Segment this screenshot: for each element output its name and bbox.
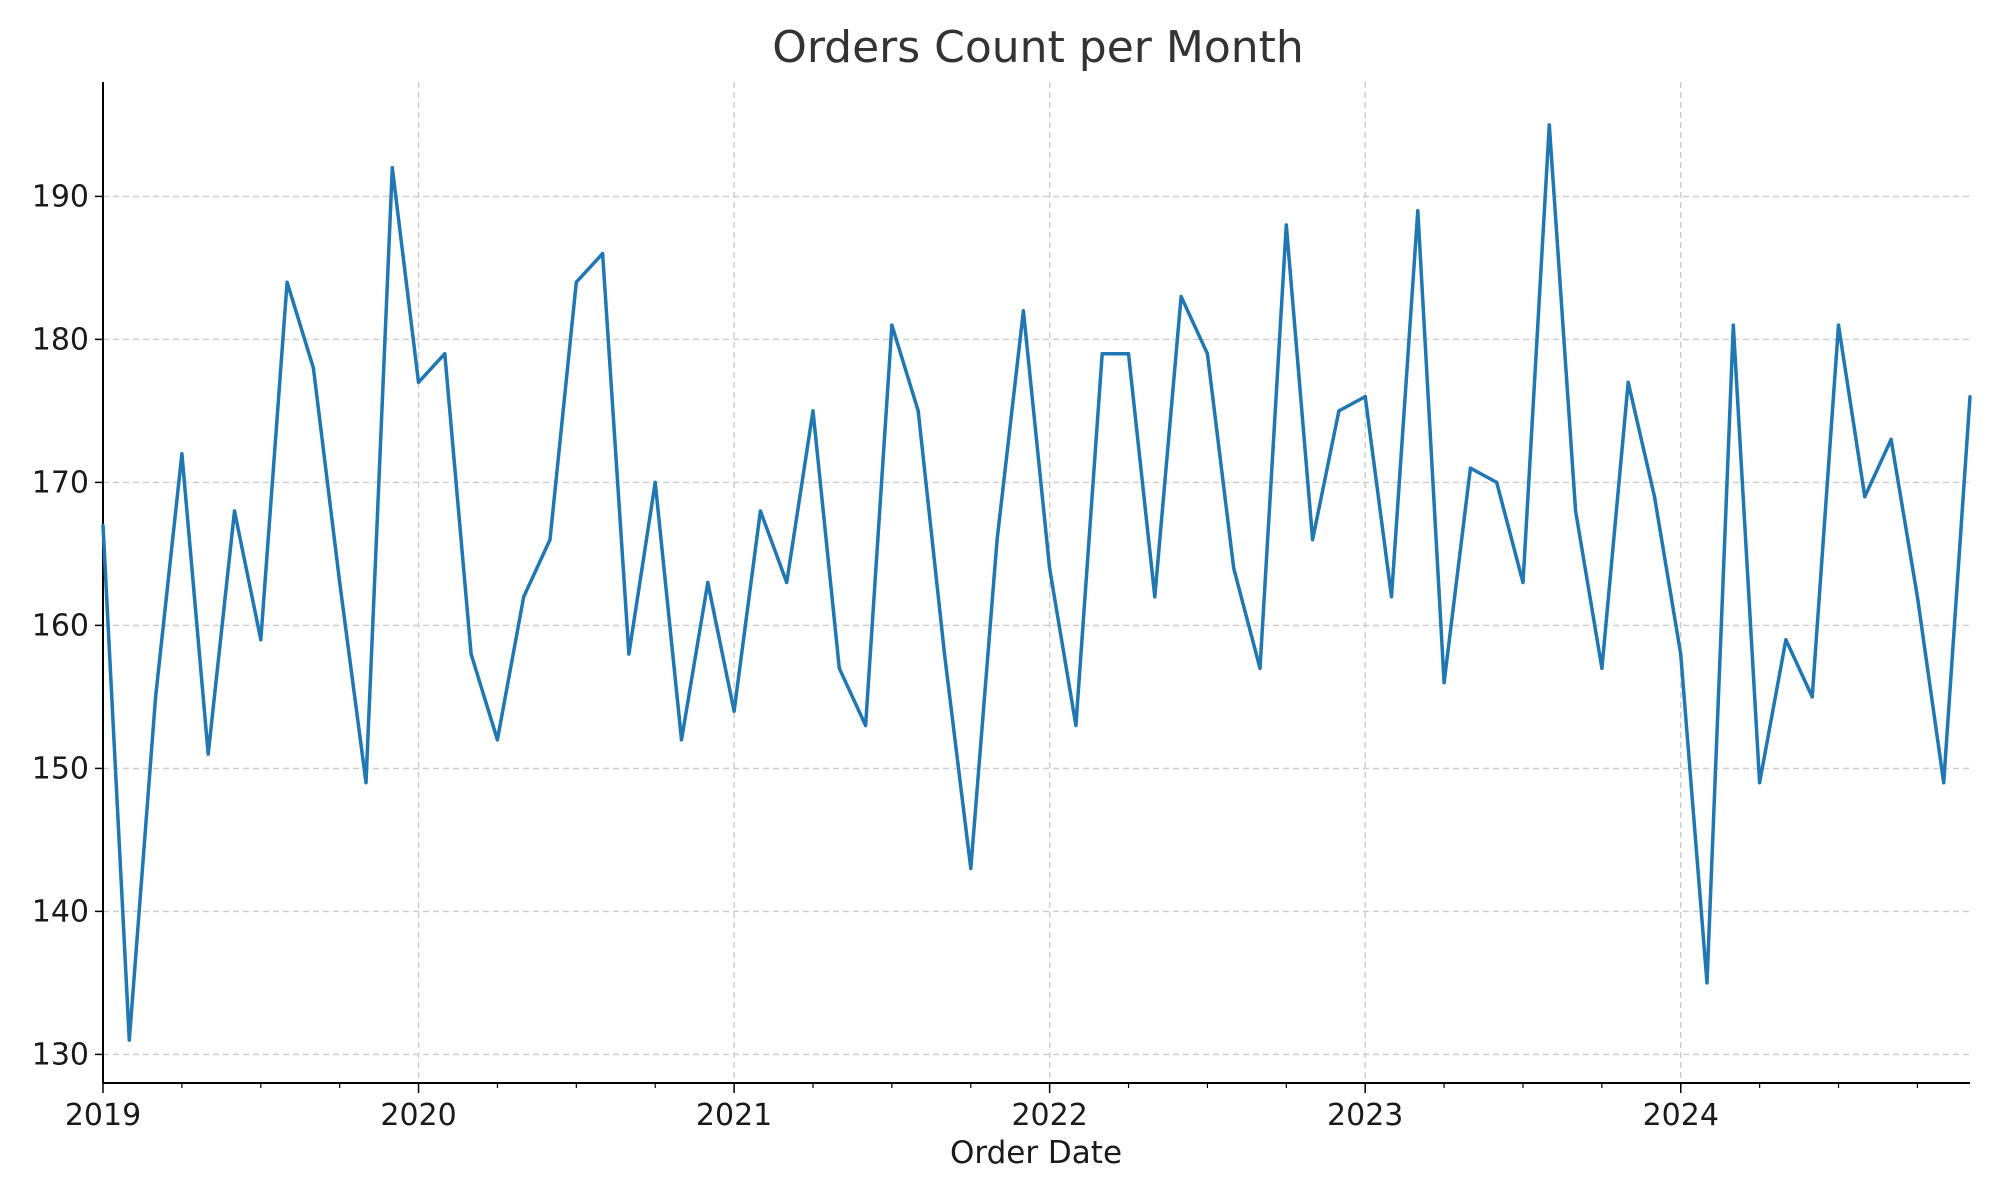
x-tick-label-2024: 2024 (1643, 1098, 1719, 1133)
data-point (1600, 666, 1604, 670)
data-point (364, 781, 368, 785)
x-tick-label-2021: 2021 (696, 1098, 772, 1133)
data-point (1363, 395, 1367, 399)
data-point (1836, 323, 1841, 327)
data-point (627, 652, 631, 656)
axes (102, 82, 1970, 1084)
data-point (1784, 638, 1788, 642)
data-point (548, 538, 552, 542)
y-tick-label-160: 160 (32, 608, 89, 643)
data-point (1284, 223, 1288, 227)
data-point (601, 252, 605, 256)
data-point (206, 752, 210, 756)
data-point (1915, 595, 1920, 599)
data-point (259, 638, 263, 642)
data-point (1573, 509, 1578, 513)
data-point (180, 452, 184, 456)
data-point (390, 166, 394, 170)
data-point (890, 323, 894, 327)
data-point (443, 352, 447, 356)
x-axis-label: Order Date (950, 1135, 1122, 1171)
data-point (1705, 981, 1709, 985)
series-layer (101, 123, 1972, 1042)
data-point (338, 580, 342, 585)
data-point (1416, 209, 1420, 213)
data-point (969, 866, 973, 871)
x-tick-label-2019: 2019 (65, 1098, 141, 1133)
data-point (311, 366, 315, 370)
data-point (706, 580, 710, 585)
y-tick-label-170: 170 (32, 465, 89, 500)
data-point (995, 538, 999, 542)
data-point (1758, 781, 1762, 785)
chart-title: Orders Count per Month (772, 22, 1304, 73)
data-point (285, 280, 289, 284)
grid (103, 82, 1970, 1083)
data-point (1074, 723, 1078, 728)
data-point (1442, 681, 1446, 685)
data-point (1337, 409, 1341, 413)
data-point (416, 380, 421, 384)
x-tick-label-2023: 2023 (1327, 1098, 1403, 1133)
data-point (1126, 352, 1131, 356)
data-point (1179, 294, 1183, 299)
data-point (1389, 595, 1394, 599)
data-point (1311, 538, 1315, 542)
data-point (1495, 480, 1499, 484)
data-point (1205, 352, 1210, 356)
data-point (942, 652, 947, 656)
data-point (1652, 495, 1657, 499)
data-point (522, 595, 526, 599)
y-tick-label-180: 180 (32, 322, 89, 357)
data-point (1468, 466, 1472, 470)
data-point (469, 652, 473, 656)
y-tick-label-150: 150 (32, 751, 89, 786)
y-tick-label-190: 190 (32, 179, 89, 214)
data-point (1626, 380, 1630, 384)
data-point (127, 1038, 131, 1042)
y-tick-label-140: 140 (32, 894, 89, 929)
data-point (837, 666, 841, 670)
data-point (916, 409, 920, 413)
series-line-0 (101, 123, 1972, 1042)
data-point (153, 695, 158, 699)
data-point (1021, 309, 1025, 313)
data-point (101, 523, 105, 527)
data-point (1258, 666, 1262, 670)
x-tick-label-2020: 2020 (380, 1098, 456, 1133)
data-point (653, 480, 657, 484)
data-point (732, 709, 736, 713)
data-point (785, 580, 789, 585)
y-tick-label-130: 130 (32, 1037, 89, 1072)
data-point (1810, 695, 1814, 699)
ticks: 130 140 150 160 170 180 190 2019 2020 2021 2022 202… (32, 179, 1919, 1133)
data-point (1547, 123, 1551, 127)
data-point (758, 509, 762, 513)
data-point (1679, 652, 1683, 656)
data-point (1521, 580, 1525, 585)
data-point (679, 738, 684, 742)
data-point (1968, 395, 1972, 399)
data-point (1731, 323, 1735, 327)
data-point (1232, 566, 1236, 570)
data-point (232, 509, 237, 513)
data-point (863, 723, 868, 728)
data-point (1100, 352, 1104, 356)
data-point (1863, 495, 1867, 499)
x-tick-label-2022: 2022 (1011, 1098, 1087, 1133)
data-point (1942, 781, 1946, 785)
data-point (811, 409, 815, 413)
data-point (1153, 595, 1157, 599)
data-point (495, 738, 500, 742)
data-point (1889, 437, 1893, 442)
data-point (1048, 566, 1052, 570)
data-point (574, 280, 578, 284)
